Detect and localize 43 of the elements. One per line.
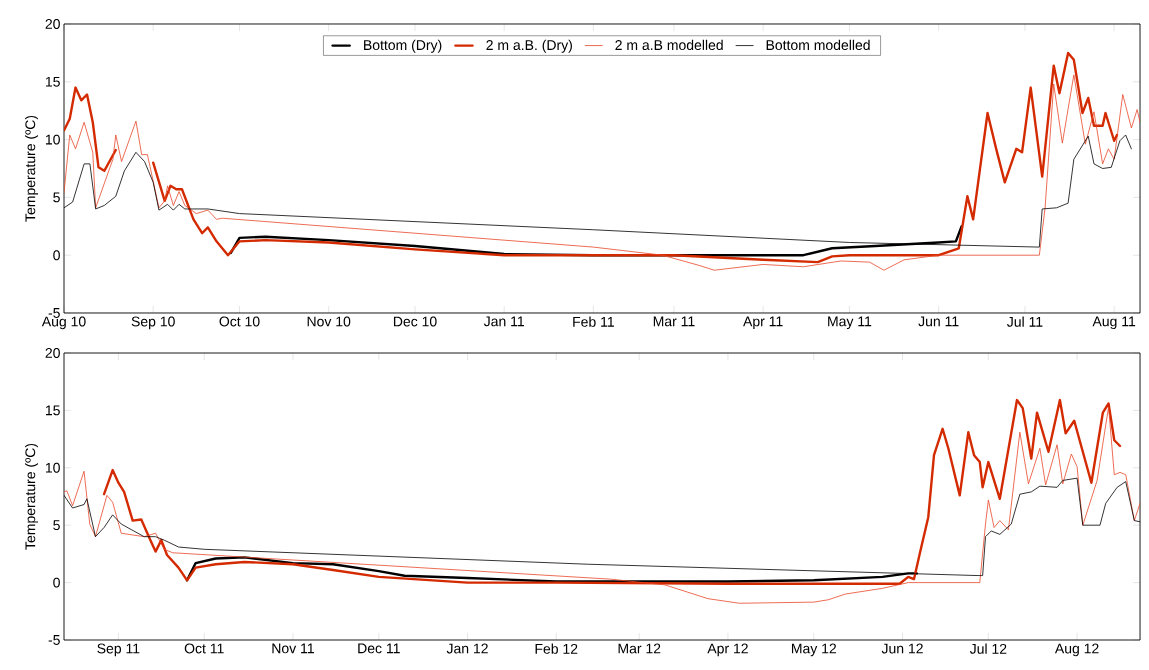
x-tick-label: Apr 11: [743, 316, 783, 330]
x-tick-label: Jul 11: [1007, 316, 1043, 327]
x-tick-label: Jan 12: [446, 643, 488, 654]
x-tick-label: Jun 11: [918, 316, 959, 327]
y-tick-label: 20: [45, 19, 60, 29]
x-tick-label: Mar 12: [618, 643, 661, 654]
y-axis-title: Temperature (ºC): [24, 115, 39, 222]
y-axis-title: Temperature (ºC): [24, 443, 39, 550]
y-tick-label: 10: [45, 134, 60, 145]
x-tick-label: Nov 10: [307, 316, 351, 327]
x-tick-label: Mar 11: [653, 316, 695, 327]
y-tick-label: 0: [53, 250, 60, 261]
x-tick-label: May 12: [791, 643, 837, 657]
x-tick-label: Aug 10: [41, 316, 86, 330]
x-tick-label: Feb 11: [573, 316, 614, 327]
y-tick-label: 5: [53, 192, 60, 203]
x-tick-label: Oct 10: [219, 316, 260, 327]
x-tick-label: Nov 11: [272, 643, 314, 654]
x-tick-label: Dec 11: [358, 643, 400, 654]
y-tick-label: -5: [48, 308, 60, 318]
y-tick-label: 15: [45, 405, 60, 416]
x-tick-label: Dec 10: [393, 316, 437, 327]
x-tick-label: Sep 11: [97, 643, 140, 657]
x-tick-label: Jun 12: [881, 643, 923, 654]
x-tick-label: Feb 12: [535, 643, 578, 654]
x-tick-label: Jan 11: [483, 316, 525, 327]
x-tick-label: Aug 12: [1054, 643, 1099, 657]
y-tick-label: 10: [45, 462, 60, 473]
x-tick-label: Aug 11: [1092, 316, 1136, 330]
y-tick-label: 5: [53, 520, 60, 531]
legend-label: 2 m a.B. (Dry): [486, 39, 572, 53]
y-tick-label: 15: [45, 76, 60, 87]
x-tick-label: Jul 12: [969, 643, 1007, 654]
legend-label: 2 m a.B modelled: [615, 39, 723, 51]
x-tick-label: Apr 12: [707, 643, 748, 657]
y-tick-label: 0: [53, 577, 60, 588]
legend-label: Bottom modelled: [766, 39, 870, 51]
legend-label: Bottom (Dry): [364, 39, 442, 53]
x-tick-label: May 11: [828, 316, 872, 330]
y-tick-label: 20: [45, 348, 60, 358]
x-tick-label: Sep 10: [131, 316, 175, 330]
y-tick-label: -5: [48, 635, 60, 645]
x-tick-label: Oct 11: [184, 643, 224, 654]
